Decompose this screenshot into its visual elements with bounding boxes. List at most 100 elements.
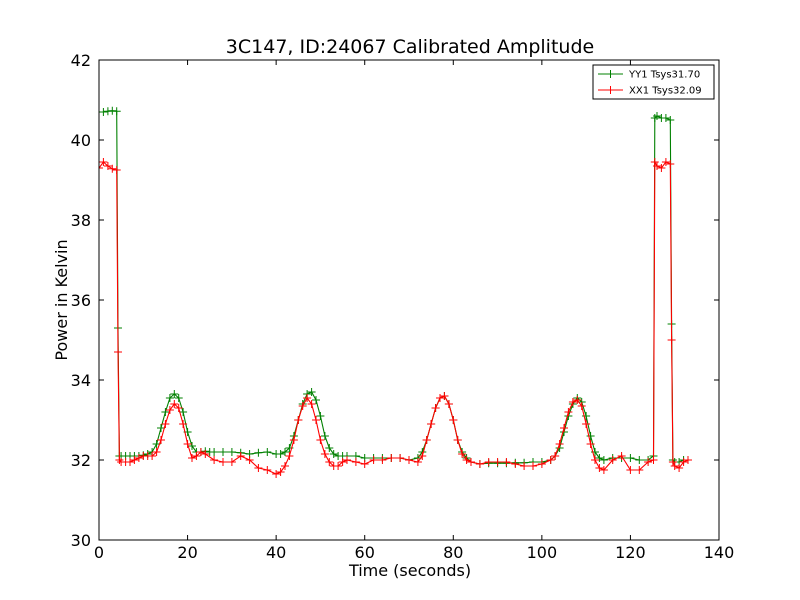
data-point bbox=[320, 450, 329, 458]
legend-label: YY1 Tsys31.70 bbox=[628, 70, 700, 81]
y-tick-label: 34 bbox=[71, 371, 91, 390]
data-point bbox=[582, 420, 591, 428]
y-axis-label: Power in Kelvin bbox=[52, 239, 71, 360]
data-point bbox=[418, 452, 427, 460]
data-point bbox=[684, 456, 692, 464]
data-point bbox=[201, 450, 210, 458]
data-point bbox=[183, 440, 192, 448]
data-point bbox=[343, 456, 351, 464]
data-point bbox=[99, 108, 108, 116]
data-point bbox=[577, 402, 586, 410]
data-point bbox=[174, 404, 183, 412]
data-point bbox=[312, 396, 320, 404]
data-point bbox=[668, 458, 677, 466]
data-point bbox=[617, 452, 626, 460]
data-point bbox=[360, 460, 369, 468]
data-point bbox=[511, 460, 520, 468]
data-point bbox=[99, 158, 108, 166]
data-point bbox=[320, 432, 329, 440]
data-point bbox=[165, 406, 174, 414]
data-point bbox=[564, 408, 573, 416]
data-point bbox=[99, 164, 103, 172]
data-point bbox=[586, 440, 595, 448]
data-point bbox=[551, 452, 560, 460]
data-point bbox=[152, 448, 161, 456]
data-point bbox=[431, 404, 440, 412]
legend: YY1 Tsys31.70 XX1 Tsys32.09 bbox=[592, 64, 715, 100]
data-point bbox=[112, 107, 121, 116]
data-point bbox=[112, 166, 121, 174]
data-point bbox=[303, 394, 312, 402]
data-point bbox=[334, 462, 343, 470]
data-point bbox=[635, 466, 644, 474]
data-point bbox=[236, 452, 245, 460]
data-point bbox=[378, 456, 387, 464]
data-point bbox=[599, 466, 608, 474]
x-tick-label: 140 bbox=[704, 543, 735, 562]
data-point bbox=[245, 456, 254, 464]
data-point bbox=[679, 458, 688, 466]
data-point bbox=[675, 464, 684, 472]
chart-title: 3C147, ID:24067 Calibrated Amplitude bbox=[226, 36, 594, 58]
plot-frame bbox=[98, 59, 720, 541]
data-point bbox=[289, 436, 298, 444]
y-tick-label: 40 bbox=[71, 131, 91, 150]
data-point bbox=[546, 456, 555, 464]
data-point bbox=[444, 400, 453, 408]
legend-box bbox=[592, 64, 715, 100]
data-point bbox=[396, 454, 405, 462]
data-point bbox=[254, 464, 263, 472]
data-point bbox=[462, 456, 471, 464]
data-point bbox=[440, 392, 449, 400]
data-point bbox=[599, 456, 608, 464]
legend-label: XX1 Tsys32.09 bbox=[629, 86, 702, 97]
series-group bbox=[99, 106, 692, 478]
data-point bbox=[405, 456, 413, 464]
data-point bbox=[502, 458, 511, 466]
data-point bbox=[537, 460, 546, 468]
legend-marker bbox=[606, 86, 615, 94]
data-point bbox=[608, 456, 617, 464]
data-point bbox=[325, 458, 334, 466]
series-line-1 bbox=[99, 159, 689, 475]
data-point bbox=[582, 412, 591, 420]
y-tick-label: 38 bbox=[71, 211, 91, 230]
data-point bbox=[210, 456, 219, 464]
data-point bbox=[161, 408, 170, 416]
data-point bbox=[294, 416, 303, 424]
data-point bbox=[103, 162, 112, 170]
data-point bbox=[449, 416, 458, 424]
data-point bbox=[263, 466, 272, 474]
data-point bbox=[115, 456, 124, 464]
data-point bbox=[227, 458, 236, 466]
y-tick-label: 30 bbox=[71, 531, 91, 550]
data-point bbox=[165, 394, 174, 402]
data-point bbox=[649, 456, 658, 464]
data-point bbox=[591, 456, 599, 464]
data-point bbox=[387, 454, 396, 462]
data-point bbox=[586, 432, 595, 440]
data-point bbox=[661, 158, 670, 166]
data-point bbox=[595, 454, 604, 462]
data-point bbox=[148, 452, 157, 460]
data-point bbox=[666, 116, 675, 124]
data-point bbox=[626, 454, 635, 462]
data-point bbox=[338, 458, 347, 466]
y-tick-label: 36 bbox=[71, 291, 91, 310]
x-tick-label: 0 bbox=[94, 543, 104, 562]
y-tick-label: 42 bbox=[71, 51, 91, 70]
x-tick-label: 60 bbox=[355, 543, 375, 562]
data-point bbox=[316, 412, 325, 420]
data-point bbox=[458, 450, 467, 458]
data-point bbox=[179, 408, 188, 416]
plot-area: 0 20 40 60 80 100 120 140 30 32 34 36 38 40 42 bbox=[71, 51, 735, 562]
data-point bbox=[644, 458, 653, 466]
data-point bbox=[650, 158, 659, 166]
data-point bbox=[170, 400, 179, 408]
data-point bbox=[174, 394, 183, 402]
data-point bbox=[114, 348, 122, 356]
data-point bbox=[653, 162, 661, 170]
data-point bbox=[369, 456, 378, 464]
data-point bbox=[281, 448, 289, 456]
